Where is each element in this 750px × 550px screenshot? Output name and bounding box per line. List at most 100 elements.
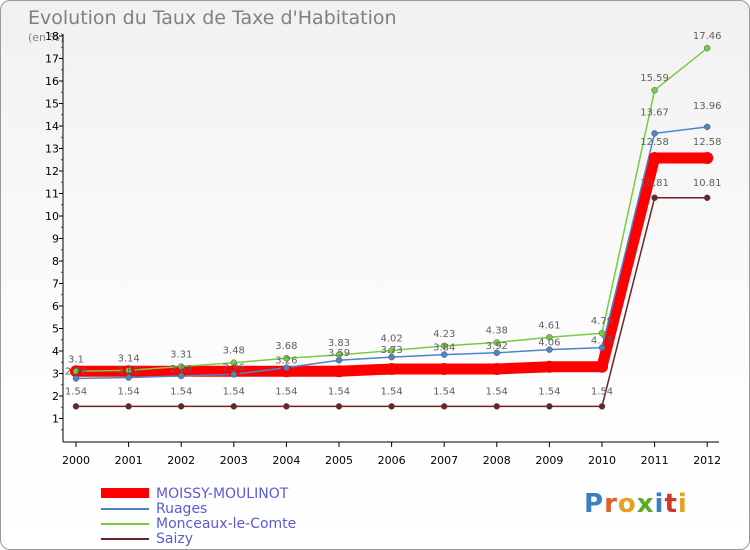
data-label: 2.96 <box>223 362 245 373</box>
data-point <box>493 349 501 357</box>
data-label: 3.83 <box>328 338 350 349</box>
data-point <box>72 368 80 375</box>
data-label: 10.81 <box>640 178 669 189</box>
x-tick-label: 2001 <box>115 454 143 467</box>
data-label: 1.54 <box>117 386 139 397</box>
data-label: 1.54 <box>223 386 245 397</box>
chart-title: Evolution du Taux de Taxe d'Habitation <box>28 7 397 29</box>
data-point <box>648 151 661 164</box>
data-point <box>493 403 501 410</box>
data-label: 4.06 <box>538 338 560 349</box>
data-point <box>651 86 658 94</box>
data-point <box>438 363 451 375</box>
x-tick-label: 2010 <box>588 454 616 467</box>
data-point <box>177 372 185 380</box>
y-tick-label: 9 <box>52 233 59 246</box>
y-tick-label: 3 <box>52 368 59 381</box>
logo-letter: o <box>617 489 637 519</box>
x-tick-label: 2005 <box>325 454 353 467</box>
data-label: 10.81 <box>693 178 722 189</box>
data-point <box>283 364 290 371</box>
logo-letter: P <box>584 489 605 519</box>
data-point <box>598 329 606 337</box>
y-tick-label: 13 <box>45 143 59 156</box>
logo-letter: t <box>664 489 678 519</box>
data-point <box>598 344 606 351</box>
data-label: 13.67 <box>640 107 669 118</box>
x-tick-label: 2012 <box>693 454 721 467</box>
data-label: 4.15 <box>591 336 613 347</box>
y-tick-label: 2 <box>52 390 59 403</box>
y-tick-label: 14 <box>45 120 59 133</box>
data-label: 17.46 <box>693 31 722 42</box>
data-label: 1.54 <box>486 386 508 397</box>
logo-letter: r <box>604 489 618 519</box>
data-point <box>230 403 238 410</box>
data-label: 2.89 <box>170 364 192 375</box>
data-label: 1.54 <box>170 386 192 397</box>
data-point <box>598 403 606 410</box>
data-label: 2.78 <box>65 366 87 377</box>
legend-label-saizy: Saizy <box>156 531 193 547</box>
y-tick-label: 4 <box>52 345 59 358</box>
data-point <box>388 403 395 410</box>
data-label: 3.84 <box>433 343 455 354</box>
data-label: 15.59 <box>640 73 669 84</box>
y-tick-label: 6 <box>52 300 59 313</box>
y-tick-label: 10 <box>45 210 59 223</box>
x-tick-label: 2003 <box>220 454 248 467</box>
data-label: 3.73 <box>380 345 402 356</box>
legend-label-monceaux: Monceaux-le-Comte <box>156 516 297 532</box>
data-point <box>125 374 132 381</box>
data-label: 1.54 <box>538 386 560 397</box>
x-tick-label: 2006 <box>378 454 406 467</box>
data-point <box>335 403 343 410</box>
data-label: 4.38 <box>486 325 508 336</box>
data-point <box>703 123 711 131</box>
data-label: 4.02 <box>380 334 402 345</box>
data-label: 2.82 <box>117 366 139 377</box>
data-label: 1.54 <box>433 386 455 397</box>
y-tick-label: 7 <box>52 278 59 291</box>
logo-letter: x <box>636 489 655 519</box>
x-tick-label: 2008 <box>483 454 511 467</box>
data-point <box>546 334 553 341</box>
legend-swatch-ruages <box>101 508 149 510</box>
data-point <box>177 403 185 410</box>
data-label: 4.79 <box>591 316 613 327</box>
y-tick-label: 17 <box>45 53 59 66</box>
y-tick-label: 11 <box>45 188 59 201</box>
data-point <box>177 363 185 370</box>
data-label: 3.92 <box>486 341 508 352</box>
legend-swatch-monceaux <box>101 523 149 525</box>
data-label: 1.54 <box>591 386 613 397</box>
data-point <box>283 403 290 410</box>
data-point <box>230 359 238 366</box>
y-tick-label: 18 <box>45 30 59 43</box>
proxiti-logo: Proxiti <box>584 489 688 519</box>
data-point <box>335 351 343 359</box>
data-label: 3.14 <box>117 353 139 364</box>
data-point <box>230 371 238 378</box>
x-tick-label: 2007 <box>430 454 458 467</box>
data-point <box>546 346 553 353</box>
data-point <box>546 403 553 410</box>
data-point <box>490 363 503 375</box>
data-point <box>72 403 80 410</box>
y-tick-label: 1 <box>52 413 59 426</box>
data-label: 3.31 <box>170 350 192 361</box>
data-label: 3.48 <box>223 346 245 357</box>
y-tick-label: 5 <box>52 323 59 336</box>
x-tick-label: 2004 <box>272 454 300 467</box>
data-point <box>72 375 80 382</box>
x-tick-label: 2002 <box>167 454 195 467</box>
data-point <box>283 354 290 362</box>
data-label: 1.54 <box>380 386 402 397</box>
y-tick-label: 12 <box>45 165 59 178</box>
data-point <box>440 403 448 410</box>
data-point <box>125 367 132 374</box>
data-point <box>651 194 658 202</box>
data-label: 4.61 <box>538 320 560 331</box>
data-point <box>703 44 711 52</box>
